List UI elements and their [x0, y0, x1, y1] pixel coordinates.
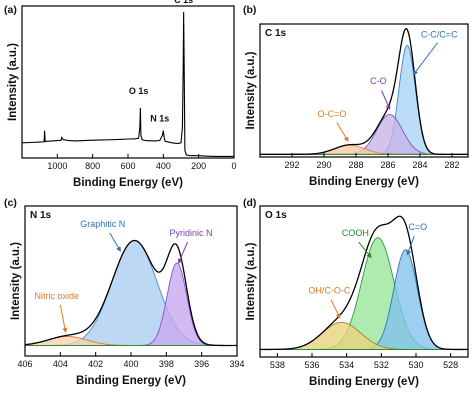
x-tick-label: 398: [159, 359, 174, 369]
panel-a: 1000 800 600 400 200 0 Binding Energy (eV) Inte…: [4, 0, 237, 189]
annotation-arrow: [406, 236, 415, 256]
x-tick-label: 284: [412, 160, 427, 170]
panel-c: 406 404 402 400 398 396 394 Binding Energy (eV)…: [4, 197, 245, 387]
x-tick-label: 396: [194, 359, 209, 369]
x-tick-label: 600: [120, 161, 135, 171]
envelope-line: [260, 27, 468, 155]
x-axis-label: Binding Energy (eV): [309, 376, 419, 388]
x-tick-label: 400: [123, 359, 138, 369]
x-tick-label: 528: [443, 360, 458, 370]
x-tick-label: 402: [88, 359, 103, 369]
x-tick-label: 282: [444, 160, 459, 170]
annotation-label: OH/C-O-C: [308, 286, 350, 296]
x-tick-label: 1000: [47, 161, 67, 171]
annotation-label: O-C=O: [318, 109, 347, 119]
x-tick-label: 530: [408, 360, 423, 370]
annotation-label: C=O: [408, 222, 427, 232]
x-tick-label: 286: [380, 160, 395, 170]
x-axis-label: Binding Energy (eV): [309, 176, 419, 188]
plot-frame: [259, 205, 469, 358]
x-tick-label: 404: [53, 359, 68, 369]
plot-frame: [21, 5, 235, 159]
x-tick-label: 290: [316, 160, 331, 170]
plot-frame: [259, 23, 469, 158]
x-tick-label: 532: [374, 360, 389, 370]
envelope-line: [260, 215, 468, 351]
plot-area: [260, 215, 468, 351]
annotation-arrow: [381, 90, 391, 111]
x-tick-label: 292: [284, 160, 299, 170]
x-tick-label: 394: [229, 359, 244, 369]
x-tick-label: 400: [156, 161, 171, 171]
y-axis-label: Intensity (a.u.): [245, 51, 257, 129]
annotation-label: COOH: [342, 228, 369, 238]
y-axis-label: Intensity (a.u.): [245, 242, 257, 320]
peak-o-c-o: [260, 144, 468, 155]
annotation-arrow: [330, 299, 341, 319]
annotation-arrow: [109, 232, 121, 252]
plot-area: [22, 12, 234, 158]
survey-spectrum-line: [22, 12, 234, 158]
y-axis-label: Intensity (a.u.): [7, 43, 19, 121]
annotation-label: C 1s: [174, 0, 193, 5]
x-tick-label: 536: [304, 360, 319, 370]
panel-letter: (a): [4, 4, 17, 16]
annotation-label: N 1s: [150, 114, 169, 124]
envelope-line: [25, 239, 237, 347]
annotation-label: C-C/C=C: [421, 29, 458, 39]
annotation-arrow: [177, 241, 188, 264]
annotation-label: Pyridinic N: [170, 228, 213, 238]
peak-cooh: [260, 237, 468, 350]
panel-title: C 1s: [265, 28, 287, 39]
peak-c-c-c-c: [260, 44, 468, 155]
x-tick-label: 288: [348, 160, 363, 170]
annotation-label: O 1s: [129, 86, 149, 96]
panel-letter: (c): [4, 197, 17, 209]
annotation-label: Graphitic N: [80, 219, 125, 229]
annotation-arrow: [59, 304, 68, 333]
annotation-arrow: [358, 241, 372, 259]
panel-d: 538 536 534 532 530 528 Binding Energy (eV) Int…: [243, 197, 469, 388]
y-axis-label: Intensity (a.u.): [10, 242, 22, 320]
annotation-label: C-O: [370, 76, 387, 86]
x-tick-label: 406: [17, 359, 32, 369]
x-axis-label: Binding Energy (eV): [76, 375, 186, 387]
panel-title: N 1s: [30, 210, 52, 221]
annotation-label: Nitric oxide: [35, 291, 80, 301]
panel-title: O 1s: [265, 210, 287, 221]
annotation-arrow: [412, 42, 438, 76]
x-tick-label: 538: [270, 360, 285, 370]
panel-b: 292 290 288 286 284 282 Binding Energy (eV) Int…: [243, 4, 469, 188]
panel-letter: (b): [243, 4, 256, 16]
x-tick-label: 0: [231, 161, 236, 171]
plot-area: [260, 27, 468, 155]
x-tick-label: 200: [191, 161, 206, 171]
annotation-arrow: [336, 122, 349, 142]
x-tick-label: 534: [339, 360, 354, 370]
panel-letter: (d): [243, 197, 256, 209]
x-axis-label: Binding Energy (eV): [73, 177, 183, 189]
plot-area: [25, 239, 237, 347]
x-tick-label: 800: [85, 161, 100, 171]
